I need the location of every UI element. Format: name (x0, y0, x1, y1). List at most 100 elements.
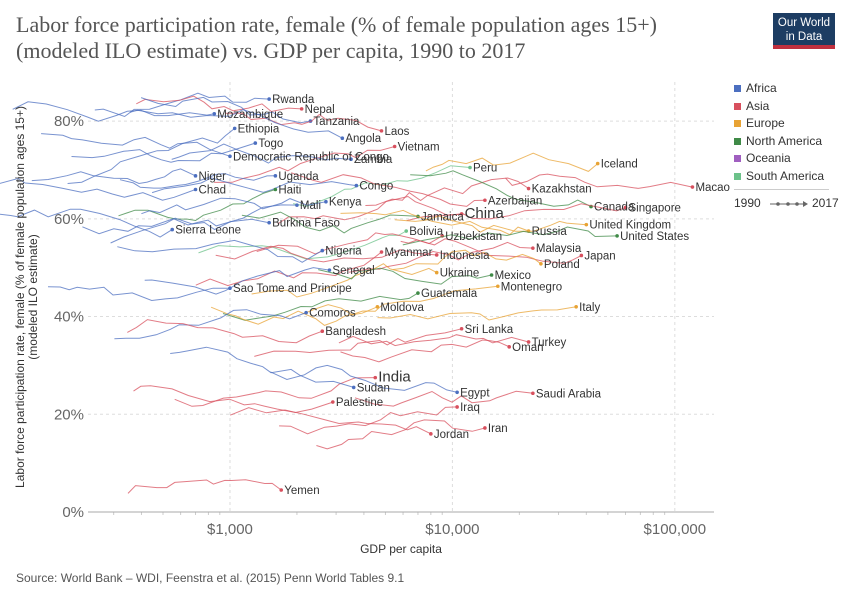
country-label: Singapore (628, 203, 680, 215)
country-label: Montenegro (501, 281, 562, 293)
country-label: Sierra Leone (175, 225, 241, 237)
country-label: Nepal (305, 104, 335, 116)
source-note: Source: World Bank – WDI, Feenstra et al… (16, 571, 405, 585)
country-point (267, 97, 271, 101)
country-trail (94, 92, 270, 118)
country-point (623, 205, 628, 210)
country-trail (82, 218, 270, 235)
country-point (455, 405, 459, 409)
country-trail (279, 406, 458, 435)
country-point (193, 174, 198, 178)
country-label: Burkina Faso (272, 218, 340, 230)
legend-item-oceania[interactable]: Oceania (734, 150, 844, 168)
country-label: Iran (488, 423, 508, 435)
legend-label: Asia (746, 98, 770, 113)
country-trail (340, 209, 529, 236)
country-label: Vietnam (398, 142, 440, 154)
country-label: Sudan (357, 382, 390, 394)
legend-label: Africa (746, 81, 777, 95)
legend-item-north-america[interactable]: North America (734, 133, 844, 151)
x-axis-label: GDP per capita (360, 542, 442, 556)
country-trail (12, 101, 215, 122)
country-label: Bangladesh (325, 326, 386, 338)
country-point (434, 253, 439, 257)
legend-item-asia[interactable]: Asia (734, 98, 844, 116)
country-label: Tanzania (313, 116, 360, 128)
country-trail (393, 249, 542, 270)
y-tick-label: 20% (54, 406, 84, 423)
country-label: Bolivia (409, 226, 443, 238)
country-label: Moldova (380, 302, 424, 314)
country-trail (291, 172, 485, 207)
country-trail (144, 267, 330, 295)
country-point (351, 385, 356, 390)
country-point (193, 187, 198, 192)
legend-divider (734, 189, 829, 190)
country-label: India (378, 369, 411, 386)
legend-item-south-america[interactable]: South America (734, 168, 844, 186)
country-point (531, 246, 535, 250)
y-tick-label: 60% (54, 211, 84, 228)
country-label: Sao Tome and Principe (233, 283, 352, 295)
logo-line-2: in Data (785, 31, 823, 43)
country-trail (210, 306, 378, 326)
axes: 0% 20% 40% 60% 80% $1,000 $10,000 $100,000 GDP p… (13, 106, 714, 556)
country-point (267, 220, 271, 225)
country-trail (400, 238, 582, 264)
country-point (379, 129, 384, 133)
country-trail (67, 128, 236, 184)
y-tick-label: 40% (54, 309, 84, 326)
country-label: Iraq (460, 402, 480, 414)
country-point (526, 340, 531, 344)
country-label: Sri Lanka (465, 324, 514, 336)
country-label: Peru (473, 163, 497, 175)
country-point (232, 126, 237, 131)
country-point (327, 268, 332, 272)
country-label: Jordan (434, 429, 469, 441)
country-trail (402, 226, 618, 246)
country-point (459, 326, 464, 331)
country-point (228, 286, 232, 291)
y-axis-label-line2: (modeled ILO estimate) (26, 234, 40, 359)
country-label: United States (620, 231, 689, 243)
country-point (295, 203, 299, 207)
country-label: Yemen (284, 485, 319, 497)
country-trail (251, 263, 437, 298)
logo-line-1: Our World (777, 17, 831, 29)
country-trail (151, 177, 357, 194)
country-label: Palestine (336, 397, 383, 409)
country-trail (214, 146, 395, 183)
country-trail (170, 346, 354, 388)
country-point (170, 227, 175, 232)
country-label: United Kingdom (589, 220, 671, 232)
country-trail (425, 152, 599, 172)
legend-item-europe[interactable]: Europe (734, 115, 844, 133)
country-trail (338, 334, 529, 347)
x-tick-label: $100,000 (644, 521, 707, 538)
country-trail (0, 177, 196, 201)
country-point (354, 183, 359, 188)
country-point (373, 375, 378, 380)
country-label: Senegal (332, 265, 374, 277)
country-label: Kenya (329, 197, 362, 209)
timeline-arrow-icon (770, 201, 808, 207)
country-label: Togo (258, 138, 283, 150)
legend-item-africa[interactable]: Africa (734, 80, 844, 98)
country-trail (318, 267, 492, 285)
country-point (429, 432, 433, 436)
country-label: Angola (345, 133, 381, 145)
country-label: Uganda (278, 171, 319, 183)
country-trail (114, 309, 307, 340)
country-point (595, 161, 600, 166)
owid-logo[interactable]: Our World in Data (773, 13, 835, 49)
country-point (375, 304, 380, 309)
chart-title: Labor force participation rate, female (… (16, 12, 657, 63)
country-label: Saudi Arabia (536, 388, 602, 400)
legend-swatch (734, 102, 741, 110)
country-label: Japan (584, 250, 615, 262)
country-label: Haiti (278, 185, 301, 197)
country-label: Laos (384, 126, 409, 138)
country-point (483, 426, 487, 430)
country-label: Mozambique (217, 109, 283, 121)
country-trail (129, 109, 343, 139)
